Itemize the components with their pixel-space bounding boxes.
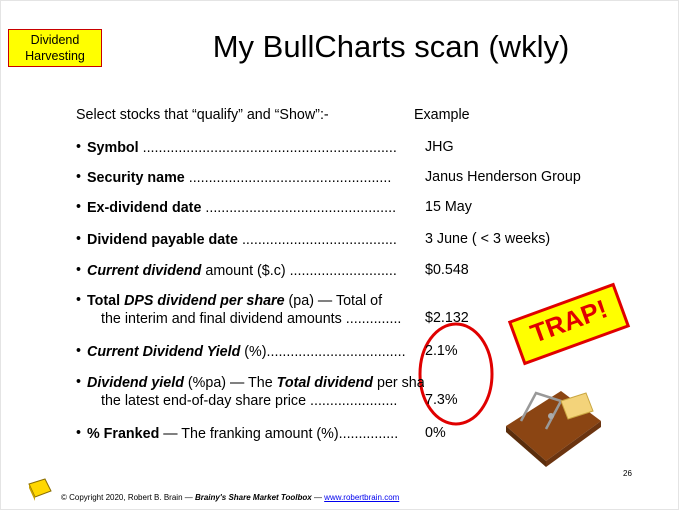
bullet: •: [76, 199, 82, 215]
item-text: Dividend payable date: [87, 232, 238, 248]
book-title: Brainy's Share Market Toolbox: [194, 493, 312, 502]
item-line: Security name ..........................…: [76, 169, 424, 187]
item-text: (pa) — Total of: [284, 293, 383, 309]
item: • Security name .........................…: [76, 169, 581, 187]
item-line: Total DPS dividend per share (pa) — Tota…: [76, 292, 424, 310]
bullet: •: [76, 169, 82, 185]
bullet: •: [76, 231, 82, 247]
item-text: DPS dividend per share: [124, 293, 285, 309]
item-text: ........................................…: [201, 200, 397, 216]
item-text: Ex-dividend date: [87, 200, 202, 216]
bullet: •: [76, 374, 82, 390]
bullet: •: [76, 343, 82, 359]
item-text: Dividend yield: [87, 375, 184, 391]
item-line: Symbol .................................…: [76, 139, 424, 157]
item-text: — The franking amount (%)...............: [159, 426, 399, 442]
intro-row: Select stocks that “qualify” and “Show”:…: [76, 107, 470, 123]
item-text: (%pa) — The: [183, 375, 277, 391]
item-value: 0%: [425, 425, 446, 441]
item-text: Security name: [87, 170, 185, 186]
item-value: $2.132: [425, 310, 469, 326]
item-text: Total: [87, 293, 125, 309]
item: • Dividend payable date .................…: [76, 231, 550, 249]
item-text: the latest end-of-day share price ......…: [101, 393, 398, 409]
item-text: amount ($.c) ...........................: [201, 263, 397, 279]
tag-line: Harvesting: [25, 49, 85, 63]
item-line: Dividend payable date ..................…: [76, 231, 424, 249]
item: •% Franked — The franking amount (%)....…: [76, 425, 446, 443]
item: • Total DPS dividend per share (pa) — Tot…: [76, 292, 469, 328]
bullet: •: [76, 139, 82, 155]
website-link[interactable]: www.robertbrain.com: [324, 493, 400, 502]
item-text: Current Dividend Yield: [87, 344, 241, 360]
item-text: ........................................…: [184, 170, 392, 186]
item-text: Total dividend: [276, 375, 374, 391]
item-line: % Franked — The franking amount (%).....…: [76, 425, 424, 443]
bullet: •: [76, 292, 82, 308]
item-text: .......................................: [237, 232, 397, 248]
red-circle: [418, 322, 494, 426]
item-text: the interim and final dividend amounts .…: [101, 311, 402, 327]
item-value: 2.1%: [425, 343, 458, 359]
tag-line: Dividend: [30, 33, 80, 47]
item-text: Current dividend: [87, 263, 202, 279]
item: • Current dividend amount ($.c) .........…: [76, 262, 469, 280]
footer-icon: [28, 478, 52, 501]
copyright: © Copyright 2020, Robert B. Brain —: [61, 493, 195, 502]
intro: Select stocks that “qualify” and “Show”:…: [76, 107, 329, 123]
bullet: •: [76, 425, 82, 441]
footer: © Copyright 2020, Robert B. Brain — Brai…: [61, 493, 399, 502]
item-text: per share divided by: [376, 375, 424, 391]
item-value: 15 May: [425, 199, 472, 215]
trap-stamp-box: [507, 282, 631, 366]
item-line: Dividend yield (%pa) — The Total dividen…: [76, 374, 424, 392]
item-text: ........................................…: [138, 140, 397, 156]
tag-box: Dividend Harvesting: [8, 29, 102, 67]
separator: —: [311, 493, 325, 502]
page-number: 26: [623, 469, 632, 478]
item: • Dividend yield (%pa) — The Total divide…: [76, 374, 458, 410]
item-line: the interim and final dividend amounts .…: [76, 310, 424, 328]
slide-title: My BullCharts scan (wkly): [212, 29, 570, 64]
item-line: Ex-dividend date .......................…: [76, 199, 424, 217]
bullet: •: [76, 262, 82, 278]
item: • Ex-dividend date ......................…: [76, 199, 472, 217]
mousetrap: [506, 391, 601, 467]
item-value: Janus Henderson Group: [425, 169, 581, 185]
item-value: 3 June ( < 3 weeks): [425, 231, 551, 247]
item-line: Current Dividend Yield (%)..............…: [76, 343, 424, 361]
example-header: Example: [414, 107, 470, 123]
item-value: JHG: [425, 139, 454, 155]
item: • Current Dividend Yield (%).............…: [76, 343, 458, 361]
item-text: % Franked: [87, 426, 160, 442]
item-text: (%)...................................: [240, 344, 406, 360]
item-value: $0.548: [425, 262, 469, 278]
item-line: the latest end-of-day share price ......…: [76, 392, 424, 410]
item: • Symbol ................................…: [76, 139, 454, 157]
item-value: 7.3%: [425, 392, 458, 408]
item-line: Current dividend amount ($.c) ..........…: [76, 262, 424, 280]
item-text: Symbol: [87, 140, 139, 156]
